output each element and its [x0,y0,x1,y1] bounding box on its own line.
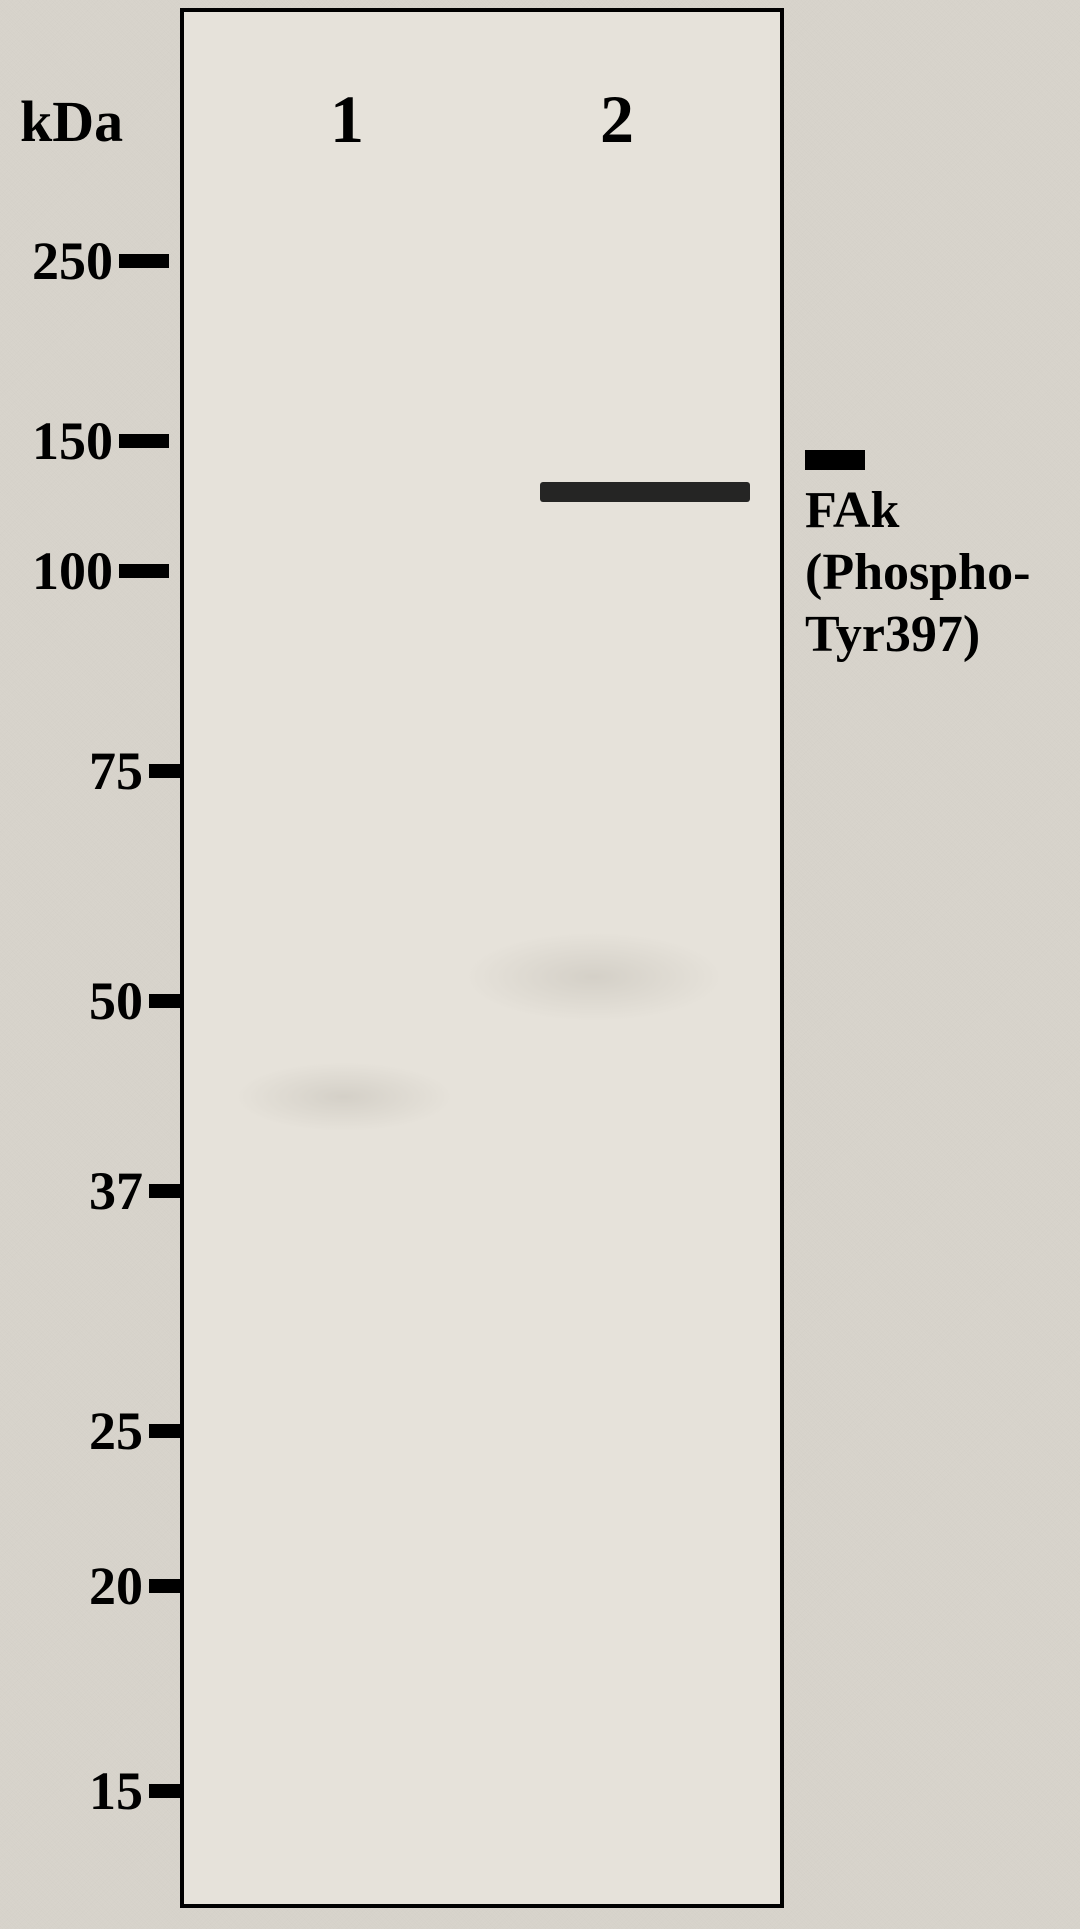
mw-value: 250 [18,230,113,292]
annotation-indicator-bar [805,450,865,470]
blot-smudge [464,932,724,1022]
mw-marker-50: 50 [48,970,199,1032]
mw-marker-20: 20 [48,1555,199,1617]
mw-dash-mark [119,254,169,268]
mw-value: 50 [48,970,143,1032]
mw-dash-mark [119,434,169,448]
mw-marker-75: 75 [48,740,199,802]
mw-value: 150 [18,410,113,472]
lane-label-2: 2 [600,80,634,159]
mw-marker-150: 150 [18,410,169,472]
blot-membrane: 12 [180,8,784,1908]
mw-marker-37: 37 [48,1160,199,1222]
mw-value: 100 [18,540,113,602]
mw-marker-25: 25 [48,1400,199,1462]
annotation-line: Tyr397) [805,604,1030,666]
lane-label-1: 1 [330,80,364,159]
annotation-line: (Phospho- [805,542,1030,604]
annotation-line: FAk [805,480,1030,542]
band-annotation-label: FAk(Phospho-Tyr397) [805,480,1030,666]
mw-value: 20 [48,1555,143,1617]
mw-dash-mark [119,564,169,578]
protein-band-0 [540,482,750,502]
mw-marker-250: 250 [18,230,169,292]
mw-value: 15 [48,1760,143,1822]
mw-marker-100: 100 [18,540,169,602]
mw-value: 75 [48,740,143,802]
kda-unit-label: kDa [20,88,123,155]
mw-value: 25 [48,1400,143,1462]
mw-marker-15: 15 [48,1760,199,1822]
mw-value: 37 [48,1160,143,1222]
blot-smudge [234,1062,454,1132]
